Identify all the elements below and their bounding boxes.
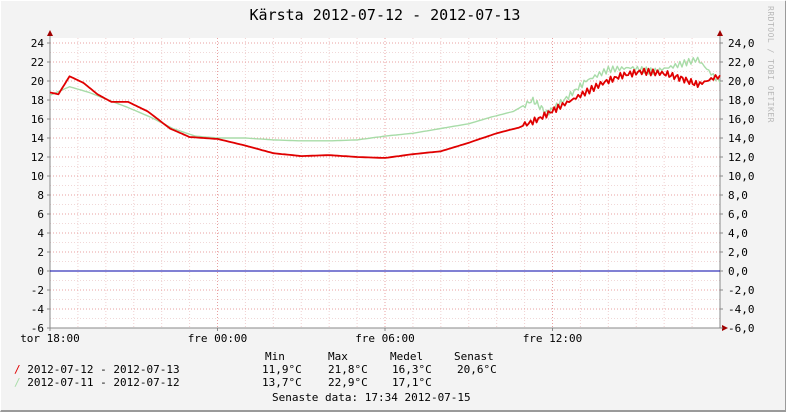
y-tick-label-right: 4,0	[728, 227, 748, 240]
y-tick-label-left: 22	[31, 56, 44, 69]
y-tick-label-right: 20,0	[728, 75, 755, 88]
y-tick-label-right: 10,0	[728, 170, 755, 183]
y-axis-right-arrow-icon	[717, 30, 723, 36]
x-tick-label: fre 00:00	[188, 332, 248, 345]
stats-row2-max: 22,9°C	[328, 376, 368, 389]
y-tick-label-left: 8	[37, 189, 44, 202]
y-tick-label-right: 6,0	[728, 208, 748, 221]
stats-row2-min: 13,7°C	[262, 376, 302, 389]
legend-green-swatch-icon: /	[14, 376, 21, 389]
last-data-footer: Senaste data: 17:34 2012-07-15	[272, 391, 471, 404]
y-tick-label-right: 24,0	[728, 37, 755, 50]
y-tick-label-left: 14	[31, 132, 45, 145]
y-tick-label-left: -6	[31, 322, 44, 335]
legend-item-current: / 2012-07-12 - 2012-07-13	[14, 363, 180, 376]
y-tick-label-left: 20	[31, 75, 44, 88]
y-tick-label-right: 0,0	[728, 265, 748, 278]
y-tick-label-left: 18	[31, 94, 44, 107]
stats-header-min: Min	[265, 350, 285, 363]
stats-row1-last: 20,6°C	[457, 363, 497, 376]
y-tick-label-right: -2,0	[728, 284, 755, 297]
stats-row2-mean: 17,1°C	[392, 376, 432, 389]
x-tick-label: fre 06:00	[355, 332, 415, 345]
stats-header-mean: Medel	[390, 350, 424, 363]
legend-label: 2012-07-12 - 2012-07-13	[27, 363, 180, 376]
chart-title: Kärsta 2012-07-12 - 2012-07-13	[249, 6, 521, 24]
x-tick-label: fre 12:00	[523, 332, 583, 345]
y-tick-label-right: 8,0	[728, 189, 748, 202]
y-tick-label-left: 0	[37, 265, 44, 278]
stats-header-last: Senast	[454, 350, 494, 363]
y-tick-label-left: 16	[31, 113, 44, 126]
series-line-current	[49, 67, 721, 159]
y-tick-label-right: -6,0	[728, 322, 755, 335]
y-tick-label-left: -4	[31, 303, 45, 316]
y-tick-label-left: 12	[31, 151, 44, 164]
legend-item-previous: / 2012-07-11 - 2012-07-12	[14, 376, 180, 389]
stats-row1-mean: 16,3°C	[392, 363, 432, 376]
y-tick-label-left: 24	[31, 37, 45, 50]
stats-row1-min: 11,9°C	[262, 363, 302, 376]
y-tick-label-left: -2	[31, 284, 44, 297]
stats-header-max: Max	[328, 350, 348, 363]
y-axis-left-arrow-icon	[47, 30, 53, 36]
x-axis-arrow-icon	[722, 325, 728, 331]
y-tick-label-right: 2,0	[728, 246, 748, 259]
legend-label: 2012-07-11 - 2012-07-12	[27, 376, 180, 389]
y-tick-label-left: 6	[37, 208, 44, 221]
y-tick-label-left: 10	[31, 170, 44, 183]
stats-row1-max: 21,8°C	[328, 363, 368, 376]
y-tick-label-right: 16,0	[728, 113, 755, 126]
y-tick-label-left: 4	[37, 227, 44, 240]
y-tick-label-left: 2	[37, 246, 44, 259]
rrdtool-watermark: RRDTOOL / TOBI OETIKER	[766, 6, 775, 123]
series-line-previous	[49, 56, 721, 142]
legend-red-swatch-icon: /	[14, 363, 21, 376]
y-tick-label-right: 14,0	[728, 132, 755, 145]
x-tick-label: tor 18:00	[20, 332, 80, 345]
y-tick-label-right: 22,0	[728, 56, 755, 69]
y-tick-label-right: 12,0	[728, 151, 755, 164]
y-tick-label-right: -4,0	[728, 303, 755, 316]
y-tick-label-right: 18,0	[728, 94, 755, 107]
